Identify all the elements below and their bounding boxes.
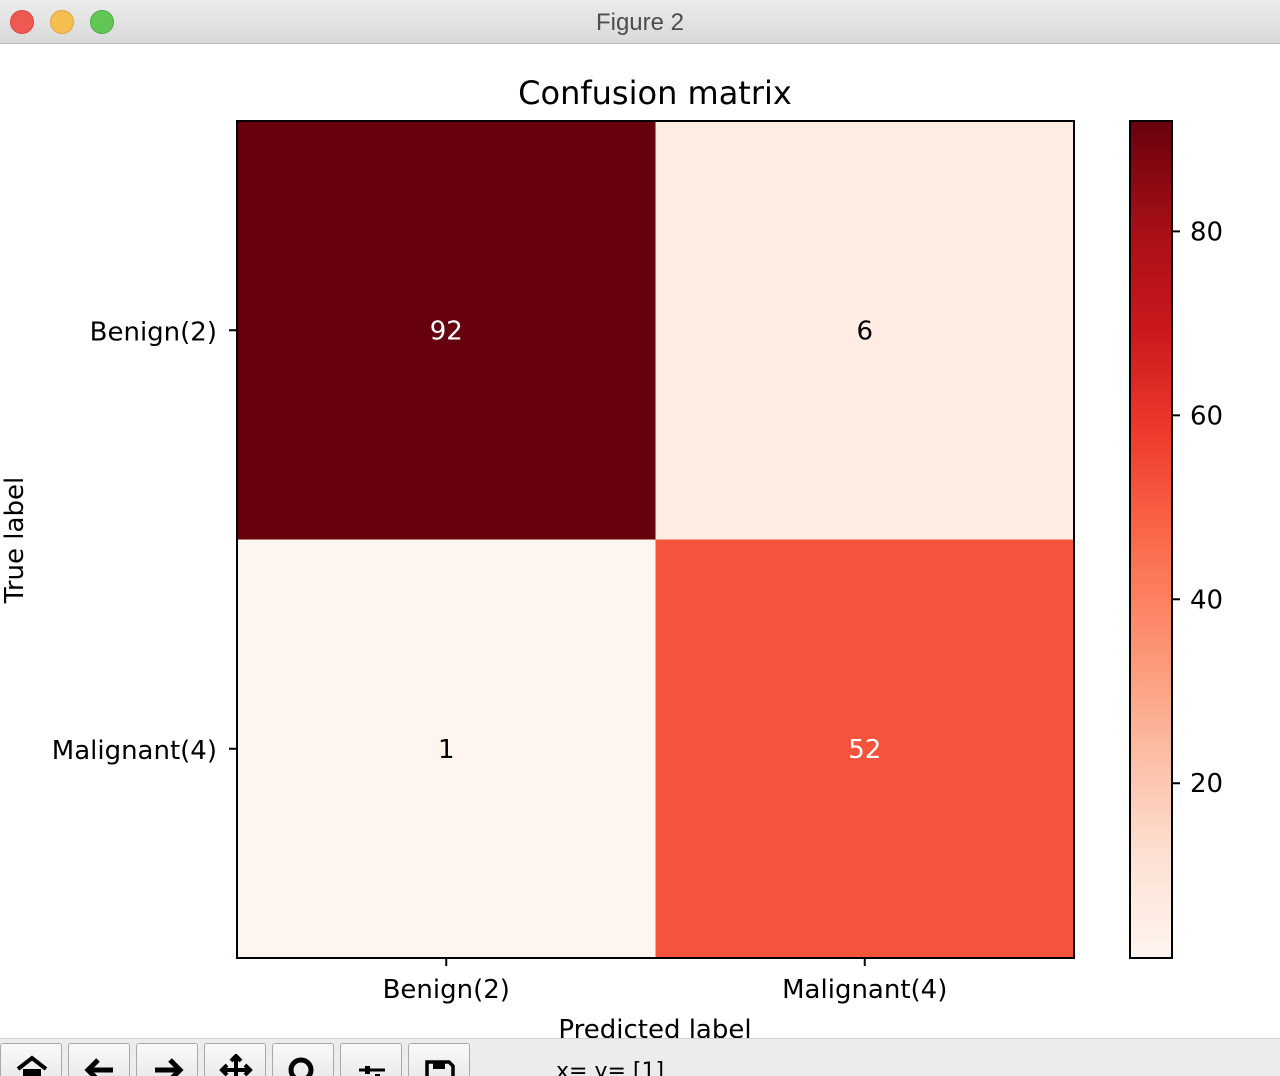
navigation-toolbar: x= y= [1] (0, 1038, 1280, 1076)
cell-value-label: 92 (430, 316, 463, 346)
colorbar (1129, 120, 1173, 959)
back-arrow-icon (84, 1058, 113, 1076)
close-window-button[interactable] (10, 10, 34, 34)
zoom-icon (288, 1057, 314, 1076)
cursor-coordinates: x= y= [1] (556, 1059, 665, 1076)
title-bar[interactable]: Figure 2 (0, 0, 1280, 44)
heatmap-cell (237, 121, 656, 540)
home-icon (16, 1055, 48, 1076)
plot-frame (236, 120, 1075, 959)
colorbar-ticks: 20 40 60 80 (1172, 217, 1223, 799)
chart-title: Confusion matrix (518, 74, 792, 112)
heatmap-cell-labels: 92 6 1 52 (430, 316, 882, 765)
cell-value-label: 52 (848, 735, 881, 765)
configure-subplots-button[interactable] (340, 1043, 402, 1076)
heatmap-cell (655, 539, 1075, 959)
y-tick-label: Malignant(4) (52, 736, 217, 766)
y-tick-label: Benign(2) (90, 317, 217, 347)
y-axis-label: True label (0, 477, 30, 604)
pan-button[interactable] (204, 1043, 266, 1076)
zoom-to-rect-button[interactable] (272, 1043, 334, 1076)
configure-subplots-icon (359, 1066, 385, 1076)
colorbar-tick-label: 80 (1190, 217, 1223, 247)
save-icon (425, 1060, 455, 1076)
heatmap-cell (655, 121, 1075, 540)
window-title: Figure 2 (595, 9, 685, 36)
confusion-matrix-figure: Confusion matrix 92 6 1 52 Benign(2) Maligna… (0, 74, 1223, 1038)
pan-icon (219, 1054, 253, 1076)
x-axis-ticks: Benign(2) Malignant(4) (383, 958, 947, 1005)
colorbar-tick-label: 20 (1190, 769, 1223, 799)
y-axis-ticks: Benign(2) Malignant(4) (52, 317, 237, 766)
colorbar-tick-label: 60 (1190, 401, 1223, 431)
cell-value-label: 1 (438, 735, 455, 765)
save-figure-button[interactable] (408, 1043, 470, 1076)
home-button[interactable] (0, 1043, 62, 1076)
heatmap-cell (237, 539, 656, 959)
x-tick-label: Benign(2) (383, 975, 510, 1005)
cell-value-label: 6 (856, 316, 873, 346)
zoom-window-button[interactable] (90, 10, 114, 34)
heatmap-cells (237, 121, 1075, 959)
x-tick-label: Malignant(4) (782, 975, 947, 1005)
minimize-window-button[interactable] (50, 10, 74, 34)
back-button[interactable] (68, 1043, 130, 1076)
x-axis-label: Predicted label (558, 1015, 751, 1038)
forward-button[interactable] (136, 1043, 198, 1076)
colorbar-tick-label: 40 (1190, 585, 1223, 615)
forward-arrow-icon (155, 1058, 184, 1076)
